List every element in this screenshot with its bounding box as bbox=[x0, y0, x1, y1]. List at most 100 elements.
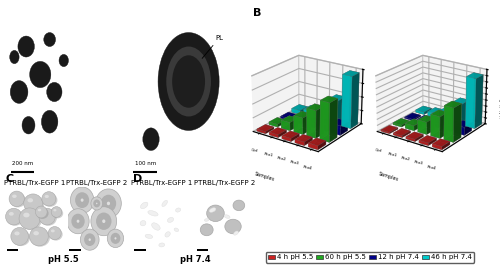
Ellipse shape bbox=[225, 219, 241, 234]
Ellipse shape bbox=[76, 220, 80, 223]
Text: 200 nm: 200 nm bbox=[12, 161, 34, 167]
Ellipse shape bbox=[39, 208, 56, 225]
Ellipse shape bbox=[12, 194, 16, 198]
Ellipse shape bbox=[204, 218, 209, 221]
Ellipse shape bbox=[44, 195, 49, 198]
Ellipse shape bbox=[88, 238, 91, 241]
Ellipse shape bbox=[59, 54, 69, 67]
Ellipse shape bbox=[114, 237, 116, 239]
Ellipse shape bbox=[162, 200, 168, 207]
Ellipse shape bbox=[46, 82, 62, 102]
Ellipse shape bbox=[148, 211, 158, 216]
Ellipse shape bbox=[70, 187, 94, 213]
Ellipse shape bbox=[28, 198, 33, 202]
Ellipse shape bbox=[96, 189, 122, 218]
Ellipse shape bbox=[140, 202, 148, 209]
Ellipse shape bbox=[143, 128, 159, 151]
Ellipse shape bbox=[51, 229, 54, 232]
Bar bbox=[134, 249, 146, 251]
Ellipse shape bbox=[6, 210, 24, 226]
Ellipse shape bbox=[110, 233, 120, 244]
Ellipse shape bbox=[172, 55, 205, 108]
Ellipse shape bbox=[52, 208, 63, 218]
Ellipse shape bbox=[168, 217, 173, 222]
Ellipse shape bbox=[20, 210, 42, 230]
Ellipse shape bbox=[42, 212, 47, 216]
Ellipse shape bbox=[19, 208, 40, 229]
Ellipse shape bbox=[158, 33, 219, 130]
Legend: 4 h pH 5.5, 60 h pH 5.5, 12 h pH 7.4, 46 h pH 7.4: 4 h pH 5.5, 60 h pH 5.5, 12 h pH 7.4, 46… bbox=[266, 252, 474, 263]
Ellipse shape bbox=[91, 197, 102, 210]
Ellipse shape bbox=[42, 110, 58, 133]
Text: PL: PL bbox=[202, 34, 224, 58]
Ellipse shape bbox=[49, 228, 62, 240]
Ellipse shape bbox=[54, 209, 56, 211]
X-axis label: Samples: Samples bbox=[254, 171, 275, 182]
Ellipse shape bbox=[36, 208, 48, 219]
Text: pH 7.4: pH 7.4 bbox=[180, 255, 210, 264]
Bar bbox=[7, 249, 18, 251]
Ellipse shape bbox=[75, 192, 89, 208]
Ellipse shape bbox=[9, 191, 24, 207]
Text: A: A bbox=[0, 0, 8, 1]
X-axis label: Samples: Samples bbox=[378, 171, 399, 182]
Ellipse shape bbox=[11, 228, 28, 245]
Ellipse shape bbox=[10, 50, 19, 64]
Ellipse shape bbox=[80, 199, 84, 202]
Title: PTRBL/Trx-EGFP 2: PTRBL/Trx-EGFP 2 bbox=[194, 180, 255, 186]
Ellipse shape bbox=[102, 220, 106, 223]
Ellipse shape bbox=[30, 229, 50, 247]
Ellipse shape bbox=[38, 209, 42, 211]
Ellipse shape bbox=[67, 209, 89, 234]
Ellipse shape bbox=[40, 210, 57, 226]
Ellipse shape bbox=[224, 215, 230, 218]
Ellipse shape bbox=[9, 212, 14, 216]
Ellipse shape bbox=[91, 207, 116, 236]
Title: PTRBL/Trx-EGFP 1: PTRBL/Trx-EGFP 1 bbox=[4, 180, 65, 186]
Ellipse shape bbox=[10, 81, 28, 103]
Ellipse shape bbox=[72, 214, 85, 229]
Text: pH 5.5: pH 5.5 bbox=[48, 255, 79, 264]
Bar bbox=[197, 249, 208, 251]
Ellipse shape bbox=[165, 232, 170, 237]
Ellipse shape bbox=[44, 33, 56, 47]
Ellipse shape bbox=[100, 195, 116, 212]
Ellipse shape bbox=[96, 213, 112, 230]
Ellipse shape bbox=[176, 208, 180, 212]
Ellipse shape bbox=[96, 203, 98, 204]
Ellipse shape bbox=[174, 228, 178, 232]
Text: C: C bbox=[5, 174, 13, 184]
Ellipse shape bbox=[18, 36, 34, 57]
Title: PTRBL/Trx-EGFP 1: PTRBL/Trx-EGFP 1 bbox=[131, 180, 192, 186]
Ellipse shape bbox=[233, 200, 244, 211]
Ellipse shape bbox=[34, 231, 39, 235]
Ellipse shape bbox=[84, 233, 96, 246]
Ellipse shape bbox=[10, 193, 26, 207]
Ellipse shape bbox=[200, 224, 213, 236]
Ellipse shape bbox=[152, 223, 160, 230]
Ellipse shape bbox=[234, 231, 238, 235]
Ellipse shape bbox=[145, 234, 152, 238]
Ellipse shape bbox=[206, 205, 224, 222]
Ellipse shape bbox=[22, 116, 35, 134]
Bar bbox=[70, 249, 81, 251]
Ellipse shape bbox=[30, 227, 48, 246]
Ellipse shape bbox=[42, 192, 56, 206]
Ellipse shape bbox=[6, 208, 22, 225]
Ellipse shape bbox=[36, 206, 47, 218]
Ellipse shape bbox=[209, 208, 216, 212]
Ellipse shape bbox=[107, 202, 110, 205]
Ellipse shape bbox=[140, 221, 146, 226]
Text: B: B bbox=[252, 8, 261, 18]
Ellipse shape bbox=[93, 200, 100, 207]
Text: 100 nm: 100 nm bbox=[134, 161, 156, 167]
Ellipse shape bbox=[108, 229, 124, 247]
Ellipse shape bbox=[159, 243, 164, 247]
Ellipse shape bbox=[80, 229, 99, 250]
Ellipse shape bbox=[12, 229, 30, 246]
Text: D: D bbox=[132, 174, 142, 184]
Ellipse shape bbox=[14, 231, 20, 235]
Ellipse shape bbox=[24, 213, 30, 217]
Ellipse shape bbox=[24, 196, 44, 214]
Title: PTRBL/Trx-EGFP 2: PTRBL/Trx-EGFP 2 bbox=[66, 180, 128, 186]
